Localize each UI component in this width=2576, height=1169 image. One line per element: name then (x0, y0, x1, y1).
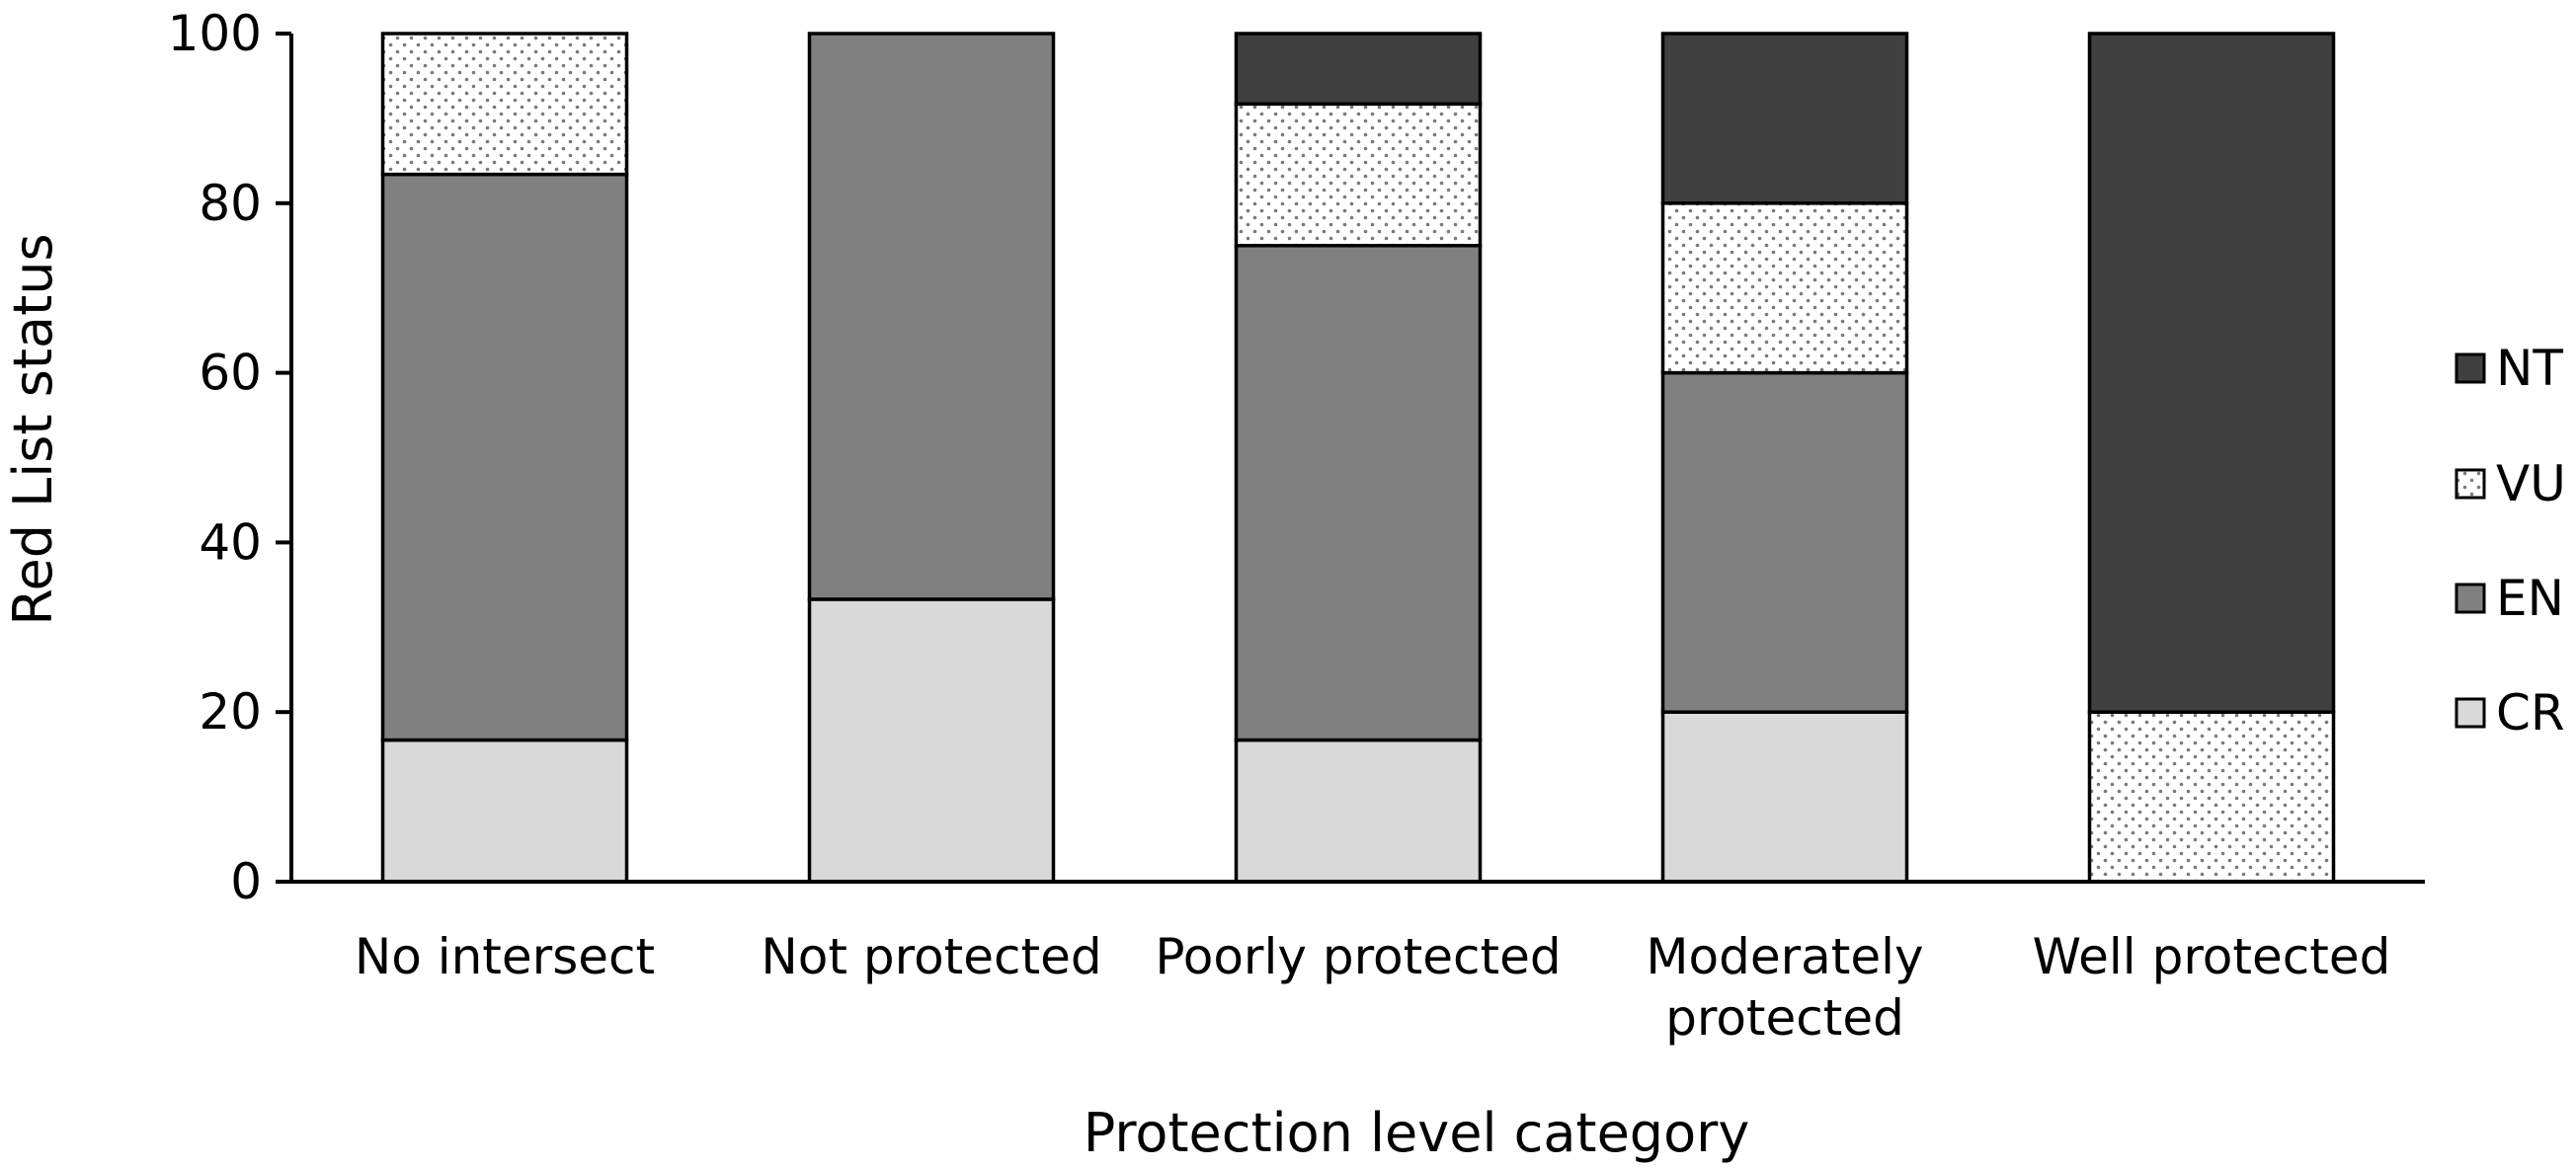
bar-segment-nt (1234, 32, 1483, 107)
x-category-label: Not protected (761, 928, 1101, 985)
y-tick-label: 100 (168, 5, 262, 62)
bar-segment-cr (807, 597, 1056, 884)
bar-segment-cr (1660, 710, 1909, 884)
bar-segment-vu (1234, 102, 1483, 248)
axes-layer (289, 34, 2425, 884)
legend-swatch-cr (2455, 697, 2486, 729)
bar-segment-vu (2087, 710, 2336, 884)
legend-swatch-en (2455, 583, 2486, 614)
x-category-label: No intersect (355, 928, 655, 985)
bars-layer (380, 32, 2336, 884)
legend-swatch-vu (2455, 468, 2486, 500)
y-ticks: 0 20 40 60 80 100 (168, 5, 291, 910)
bar-segment-cr (1234, 738, 1483, 884)
bar-segment-en (380, 172, 629, 742)
bar-segment-vu (1660, 201, 1909, 375)
x-category-label: Poorly protected (1155, 928, 1561, 985)
bar-segment-en (1234, 244, 1483, 742)
y-tick-label: 80 (199, 175, 262, 232)
bar-segment-nt (2087, 32, 2336, 714)
x-category-label: Well protected (2033, 928, 2391, 985)
y-axis-title: Red List status (2, 233, 64, 625)
y-tick-label: 0 (230, 853, 262, 910)
bar-segment-nt (1660, 32, 1909, 205)
bar-segment-en (1660, 370, 1909, 714)
x-category-label: Moderately protected (1646, 928, 1923, 1047)
y-tick-label: 40 (199, 513, 262, 571)
bar-segment-en (807, 32, 1056, 601)
y-tick-label: 60 (199, 345, 262, 402)
legend-swatch-nt (2455, 352, 2486, 384)
y-tick-label: 20 (199, 683, 262, 740)
legend-label-nt: NT (2496, 340, 2563, 397)
bar-segment-vu (380, 32, 629, 177)
legend-label-cr: CR (2496, 684, 2565, 741)
legend-label-vu: VU (2496, 455, 2566, 512)
x-category-labels: No intersect Not protected Poorly protecte… (355, 928, 2391, 1047)
bar-segment-cr (380, 738, 629, 884)
legend-label-en: EN (2496, 570, 2564, 627)
legend: NT VU EN CR (2455, 340, 2566, 741)
x-axis-title: Protection level category (1084, 1102, 1750, 1164)
